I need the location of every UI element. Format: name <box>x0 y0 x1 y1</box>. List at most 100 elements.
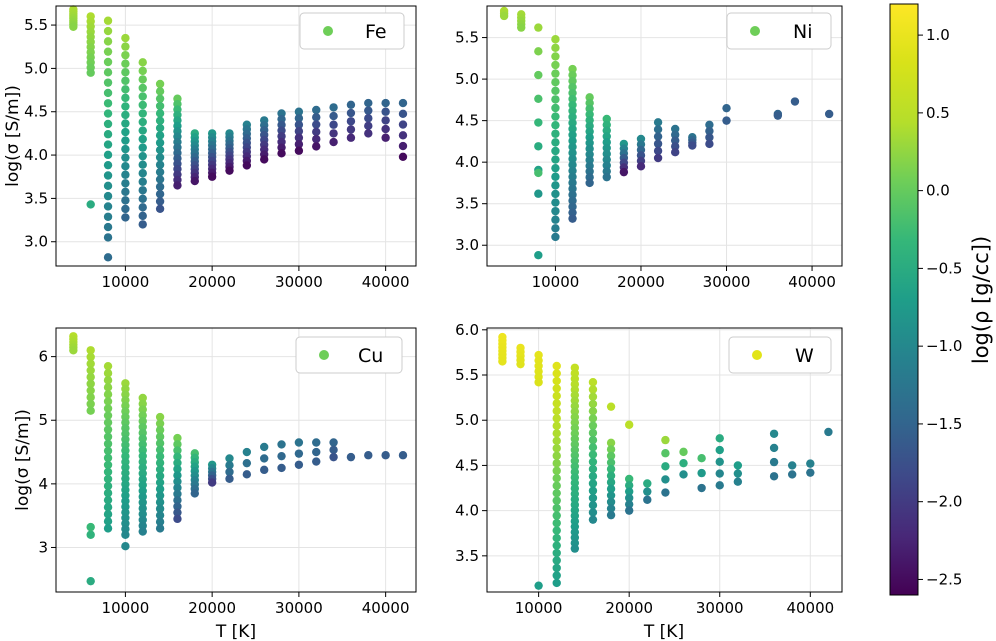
data-point <box>588 399 598 409</box>
data-point <box>346 133 356 142</box>
data-point <box>653 118 663 127</box>
data-point <box>568 130 577 140</box>
data-point <box>551 215 560 224</box>
data-point <box>121 170 130 179</box>
data-point <box>155 175 165 184</box>
data-point <box>661 449 670 458</box>
data-point <box>715 434 724 443</box>
data-point <box>294 107 304 116</box>
data-point <box>606 471 616 480</box>
data-point <box>588 435 598 445</box>
data-point <box>602 132 611 141</box>
data-point <box>103 481 113 491</box>
data-point <box>602 143 611 153</box>
data-point <box>697 483 706 493</box>
data-point <box>551 43 560 53</box>
data-point <box>121 110 130 120</box>
data-point <box>103 150 113 160</box>
x-tick-label: 20000 <box>188 273 236 291</box>
data-point <box>103 474 113 484</box>
data-point <box>670 136 680 145</box>
y-tick-label: 4.0 <box>455 153 479 171</box>
data-point <box>552 503 561 513</box>
data-point <box>624 474 634 484</box>
x-tick-label: 10000 <box>515 599 563 617</box>
legend: Cu <box>295 336 403 374</box>
data-point <box>155 412 165 422</box>
data-point <box>534 118 543 127</box>
data-point <box>606 458 616 467</box>
y-tick-label: 4.0 <box>24 146 48 164</box>
data-point <box>173 508 182 517</box>
data-point <box>552 578 561 588</box>
data-point <box>138 92 147 101</box>
data-point <box>207 172 217 181</box>
data-point <box>103 453 113 463</box>
data-point <box>769 472 779 481</box>
y-tick-label: 4.5 <box>455 112 479 130</box>
data-point <box>103 411 113 420</box>
data-point <box>294 449 304 458</box>
legend: Fe <box>299 12 405 50</box>
data-point <box>588 421 598 430</box>
data-point <box>86 530 95 539</box>
legend: W <box>728 336 832 374</box>
data-point <box>606 402 616 411</box>
data-point <box>552 563 561 573</box>
data-point <box>173 440 182 449</box>
data-point <box>624 493 634 503</box>
data-point <box>534 23 543 32</box>
data-point <box>769 457 779 467</box>
data-point <box>705 139 714 149</box>
data-point <box>588 457 598 467</box>
data-point <box>552 556 561 565</box>
data-point <box>588 414 598 423</box>
data-point <box>697 468 706 478</box>
data-point <box>715 445 724 455</box>
data-point <box>69 346 78 355</box>
data-point <box>121 33 130 43</box>
data-point <box>294 127 304 136</box>
data-point <box>588 501 598 510</box>
data-point <box>277 463 286 473</box>
data-point <box>715 481 724 490</box>
data-point <box>155 94 165 103</box>
data-point <box>568 118 577 128</box>
data-point <box>155 197 165 206</box>
data-point <box>688 141 697 150</box>
data-point <box>534 581 543 590</box>
data-point <box>551 181 560 190</box>
data-point <box>722 103 731 113</box>
data-point <box>103 16 113 25</box>
data-point <box>242 161 252 170</box>
data-point <box>225 474 234 483</box>
data-point <box>551 120 560 130</box>
data-point <box>103 488 113 498</box>
data-point <box>103 88 113 98</box>
data-point <box>653 153 663 163</box>
data-point <box>588 443 598 452</box>
data-point <box>606 497 616 507</box>
data-point <box>138 58 147 67</box>
data-point <box>312 127 321 137</box>
data-point <box>138 194 147 204</box>
data-point <box>138 469 147 478</box>
data-point <box>86 200 95 209</box>
data-point <box>121 530 130 539</box>
data-point <box>551 206 560 216</box>
data-point <box>103 191 113 201</box>
data-point <box>588 385 598 394</box>
data-point <box>787 470 797 479</box>
data-point <box>534 378 543 387</box>
y-tick-label: 5.5 <box>455 29 479 47</box>
data-point <box>155 101 165 111</box>
data-point <box>551 232 560 242</box>
data-point <box>242 458 252 468</box>
data-point <box>138 75 147 84</box>
data-point <box>138 521 147 530</box>
ni-panel: 10000 20000 30000 40000 3.03.54.04.55.05.5 … <box>455 5 843 291</box>
data-point <box>138 220 147 229</box>
data-point <box>86 576 95 586</box>
data-point <box>103 202 113 211</box>
